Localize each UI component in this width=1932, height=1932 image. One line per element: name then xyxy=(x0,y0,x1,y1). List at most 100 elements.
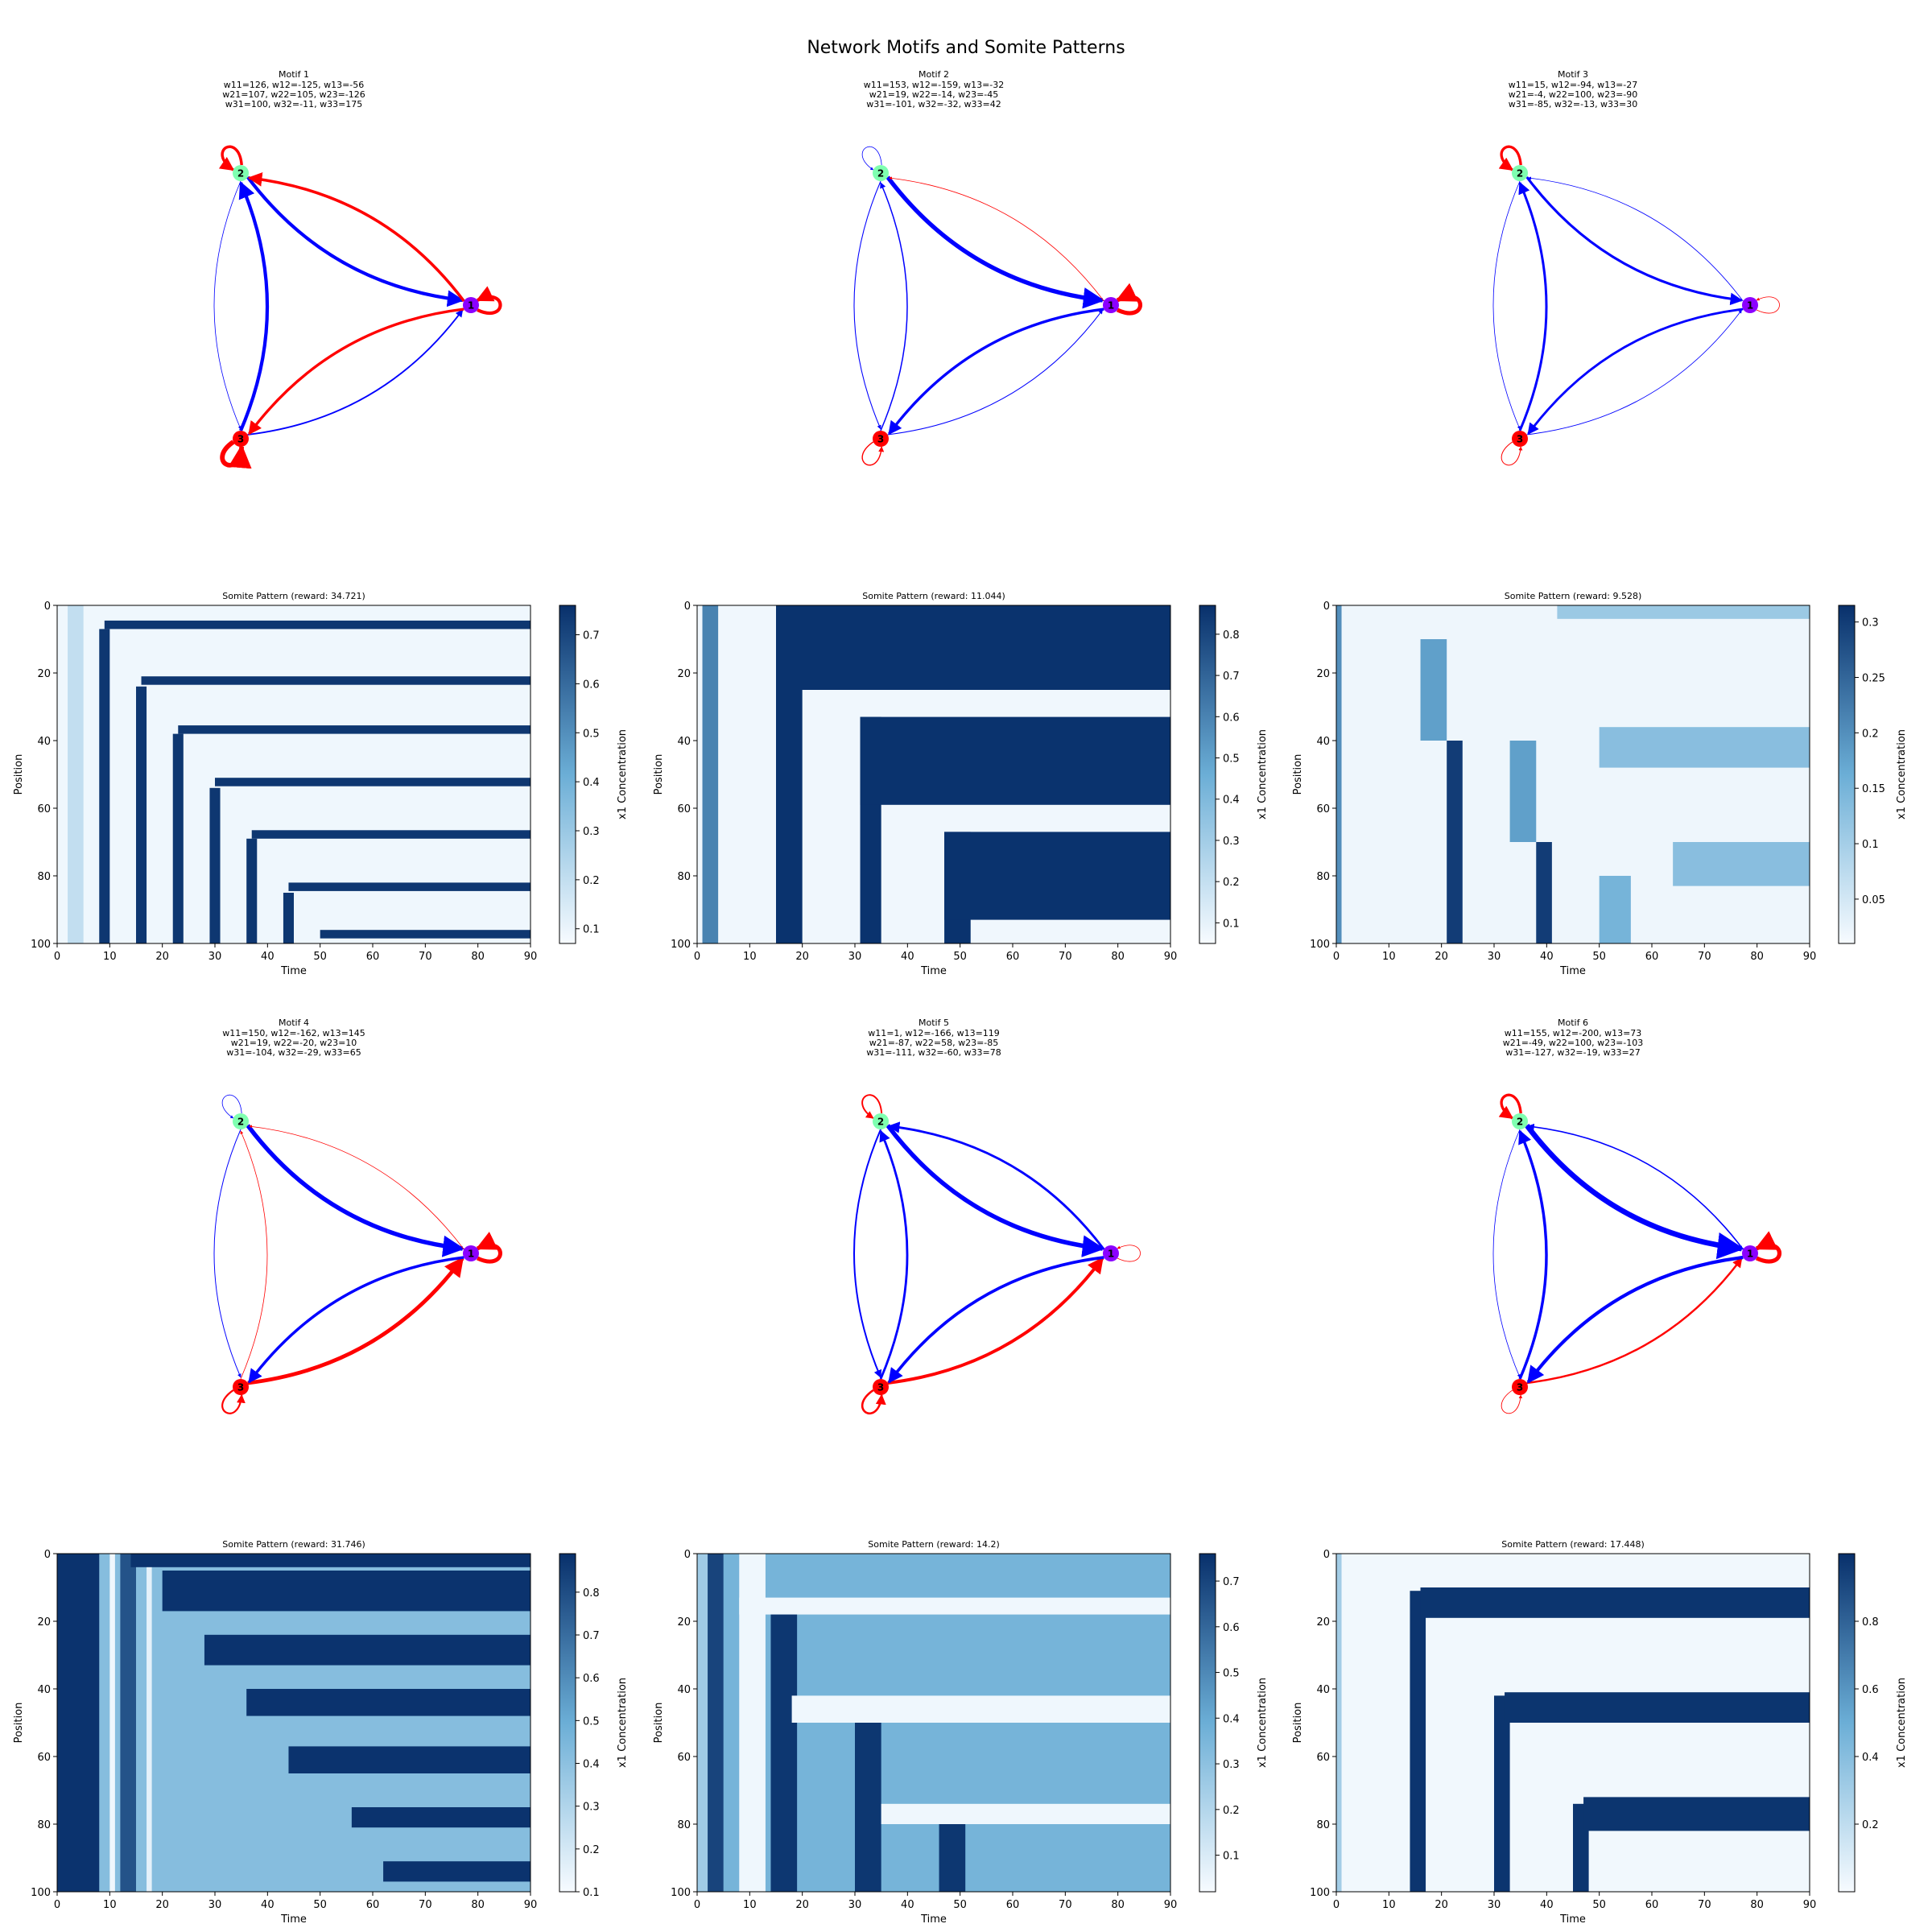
colorbar-label: x1 Concentration xyxy=(617,729,629,819)
x-tick-label: 90 xyxy=(524,951,538,963)
x-tick-label: 50 xyxy=(313,1899,327,1911)
colorbar-tick-label: 0.05 xyxy=(1862,894,1885,906)
x-tick-label: 30 xyxy=(848,1899,862,1911)
heatmap-frame xyxy=(56,1553,531,1893)
heatmap-band xyxy=(1447,741,1463,943)
colorbar-tick-label: 0.6 xyxy=(1223,712,1240,724)
y-tick-label: 20 xyxy=(37,668,51,680)
x-tick-label: 50 xyxy=(953,1899,967,1911)
heatmap-band xyxy=(68,605,84,943)
y-axis-label: Position xyxy=(13,754,25,795)
network-weights-line: w21=107, w22=105, w23=-126 xyxy=(222,89,365,100)
x-tick-label: 60 xyxy=(1006,1899,1020,1911)
colorbar-tick-label: 0.4 xyxy=(583,777,600,789)
x-tick-label: 30 xyxy=(848,951,862,963)
colorbar-tick-label: 0.3 xyxy=(1223,836,1240,848)
y-tick-label: 100 xyxy=(1310,1887,1330,1899)
heatmap-band xyxy=(178,725,530,734)
heatmap-title: Somite Pattern (reward: 34.721) xyxy=(222,591,365,601)
edge-3-to-2 xyxy=(879,1129,909,1380)
x-tick-label: 80 xyxy=(1111,1899,1125,1911)
heatmap-band xyxy=(708,1554,724,1892)
x-tick-label: 50 xyxy=(1592,1899,1606,1911)
x-tick-label: 90 xyxy=(1164,951,1178,963)
colorbar-label: x1 Concentration xyxy=(617,1678,629,1768)
heatmap-title: Somite Pattern (reward: 14.2) xyxy=(868,1539,1000,1550)
x-tick-label: 30 xyxy=(208,951,222,963)
heatmap-band xyxy=(246,1689,530,1716)
y-tick-label: 20 xyxy=(677,1616,691,1629)
node-label-3: 3 xyxy=(237,434,244,445)
heatmap-band xyxy=(57,1554,100,1892)
edge-1-to-3 xyxy=(247,1256,464,1384)
colorbar-tick-label: 0.1 xyxy=(1223,918,1240,930)
x-axis-label: Time xyxy=(920,1913,947,1926)
y-tick-label: 100 xyxy=(671,939,691,951)
x-axis-label: Time xyxy=(1559,965,1586,977)
edge-1-to-3 xyxy=(1527,308,1744,436)
y-axis-label: Position xyxy=(1292,754,1304,795)
edge-self-3 xyxy=(220,440,252,469)
node-label-3: 3 xyxy=(1517,1382,1523,1393)
colorbar-label: x1 Concentration xyxy=(1257,729,1269,819)
y-tick-label: 60 xyxy=(1316,1752,1330,1764)
x-tick-label: 60 xyxy=(366,1899,380,1911)
heatmap-title: Somite Pattern (reward: 31.746) xyxy=(222,1539,365,1550)
colorbar-label: x1 Concentration xyxy=(1257,1678,1269,1768)
colorbar-label: x1 Concentration xyxy=(1896,729,1908,819)
y-tick-label: 40 xyxy=(37,1684,51,1696)
network-weights-line: w31=-104, w32=-29, w33=65 xyxy=(226,1047,361,1058)
colorbar-tick-label: 0.3 xyxy=(583,826,600,838)
colorbar-tick-label: 0.2 xyxy=(1862,1819,1879,1831)
y-tick-label: 100 xyxy=(31,1887,51,1899)
network-weights-line: w31=-111, w32=-60, w33=78 xyxy=(866,1047,1001,1058)
colorbar-tick-label: 0.7 xyxy=(583,630,600,642)
colorbar xyxy=(1838,1553,1856,1893)
node-label-1: 1 xyxy=(1747,300,1753,312)
y-tick-label: 40 xyxy=(677,1684,691,1696)
edge-self-1 xyxy=(476,286,502,316)
colorbar-tick-label: 0.4 xyxy=(1223,1713,1240,1725)
node-1 xyxy=(1742,1245,1758,1261)
node-3 xyxy=(1512,431,1528,447)
heatmap-band xyxy=(860,716,1170,805)
heatmap-band xyxy=(770,1614,798,1892)
heatmap-cells xyxy=(697,1554,1170,1892)
colorbar-tick-label: 0.7 xyxy=(1223,671,1240,683)
x-tick-label: 40 xyxy=(901,951,914,963)
heatmap-band xyxy=(1599,876,1631,943)
node-2 xyxy=(1512,1113,1528,1129)
edge-self-3 xyxy=(1501,1389,1523,1414)
edge-self-2 xyxy=(218,145,243,171)
y-tick-label: 60 xyxy=(677,803,691,815)
node-2 xyxy=(233,1113,249,1129)
x-tick-label: 70 xyxy=(1059,951,1072,963)
heatmap-band xyxy=(204,1634,530,1666)
node-label-2: 2 xyxy=(1517,168,1523,180)
colorbar xyxy=(559,605,576,944)
heatmap-band xyxy=(109,1554,115,1892)
edge-2-to-1 xyxy=(246,175,464,308)
colorbar-tick-label: 0.3 xyxy=(1223,1759,1240,1771)
node-2 xyxy=(1512,165,1528,181)
x-axis-label: Time xyxy=(280,1913,307,1926)
edge-3-to-2 xyxy=(238,181,270,431)
network-weights-line: w31=-101, w32=-32, w33=42 xyxy=(866,99,1001,109)
x-tick-label: 70 xyxy=(1698,1899,1711,1911)
x-axis-label: Time xyxy=(280,965,307,977)
edge-2-to-3 xyxy=(213,180,242,430)
x-tick-label: 70 xyxy=(1698,951,1711,963)
edge-3-to-2 xyxy=(1518,1129,1548,1380)
x-tick-label: 40 xyxy=(261,951,275,963)
node-1 xyxy=(1742,297,1758,313)
heatmap-cells xyxy=(1336,605,1810,943)
heatmap-title: Somite Pattern (reward: 9.528) xyxy=(1505,591,1642,601)
node-label-2: 2 xyxy=(237,168,244,180)
node-label-3: 3 xyxy=(877,434,884,445)
figure-title: Network Motifs and Somite Patterns xyxy=(807,38,1125,58)
heatmap-panel-2: Somite Pattern (reward: 11.044) 0 10 20 30 40… xyxy=(653,591,1269,977)
heatmap-band xyxy=(1583,1797,1810,1831)
colorbar-tick-label: 0.5 xyxy=(1223,753,1240,766)
heatmap-panel-4: Somite Pattern (reward: 31.746) 0 10 20 30 40… xyxy=(13,1539,629,1926)
